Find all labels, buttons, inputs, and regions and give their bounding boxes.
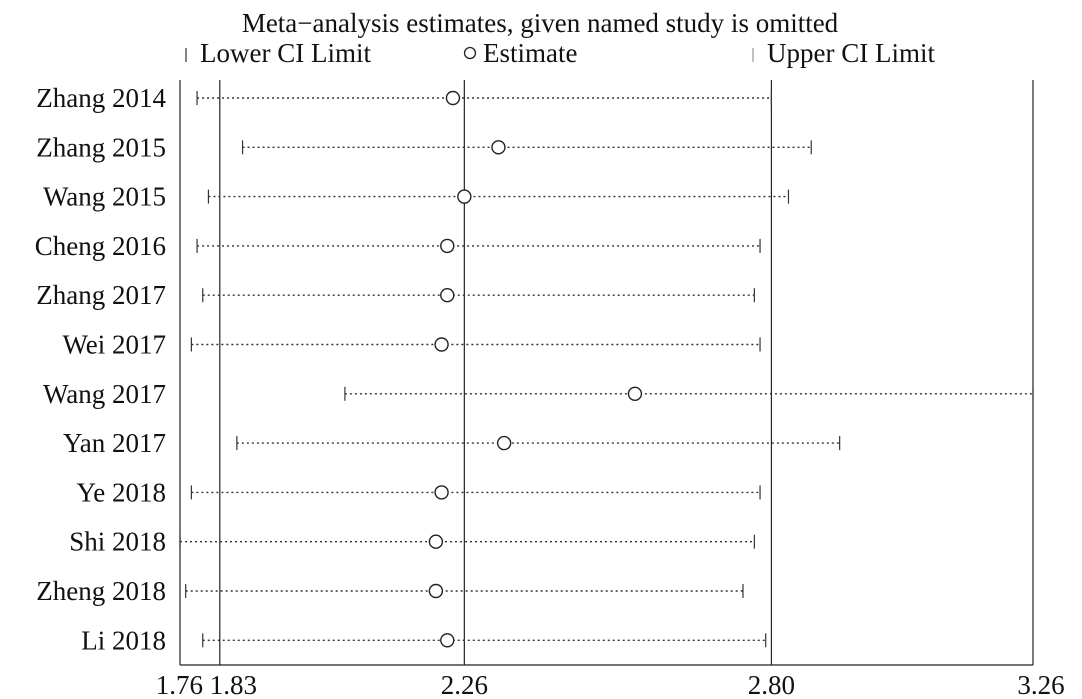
study-rows: Zhang 2014 Zhang 2015 Wang 2015 Cheng 2016 Z… [35,83,1034,655]
study-row: Zhang 2014 [36,83,773,113]
study-label: Zhang 2017 [36,280,166,310]
study-row: Li 2018 [81,625,767,655]
estimate-marker [440,288,455,303]
study-label: Li 2018 [81,625,166,655]
study-label: Wei 2017 [62,330,166,360]
study-label: Cheng 2016 [35,231,166,261]
study-label: Ye 2018 [76,477,166,507]
chart-title: Meta−analysis estimates, given named stu… [242,8,839,38]
study-row: Zhang 2015 [36,132,812,162]
x-tick-label: 2.80 [748,670,795,699]
estimate-marker [428,583,444,599]
study-row: Yan 2017 [63,428,841,458]
study-row: Ye 2018 [76,477,761,507]
study-row: Wang 2015 [43,182,790,212]
estimate-marker [440,238,455,254]
x-axis: 1.76 1.83 2.26 2.80 3.26 [156,80,1065,699]
study-row: Cheng 2016 [35,231,761,261]
estimate-marker [496,435,512,451]
estimate-marker [434,485,449,500]
legend-estimate-label: Estimate [483,38,577,68]
x-tick-label: 1.76 [156,670,203,699]
x-tick-label: 3.26 [1017,670,1064,699]
study-label: Shi 2018 [69,527,166,557]
estimate-marker [491,140,506,155]
study-row: Zheng 2018 [36,576,744,606]
study-row: Wei 2017 [62,330,761,360]
study-label: Zhang 2015 [36,132,166,162]
legend: Lower CI Limit Estimate Upper CI Limit [185,38,935,68]
study-label: Zhang 2014 [36,83,166,113]
study-label: Wang 2015 [43,182,166,212]
study-row: Shi 2018 [69,527,755,557]
study-label: Wang 2017 [43,379,166,409]
legend-estimate-marker [463,46,477,60]
reference-lines [219,80,773,665]
estimate-marker [440,633,455,648]
study-label: Yan 2017 [63,428,166,458]
estimate-marker [428,534,444,549]
study-row: Wang 2017 [43,379,1034,409]
study-label: Zheng 2018 [36,576,166,606]
x-tick-label: 1.83 [210,670,257,699]
legend-upper-label: Upper CI Limit [767,38,935,68]
estimate-marker [457,189,472,204]
study-row: Zhang 2017 [36,280,755,310]
estimate-marker [627,386,643,401]
estimate-marker [434,337,449,352]
x-tick-label: 2.26 [441,670,488,699]
legend-lower-label: Lower CI Limit [200,38,371,68]
estimate-marker [445,90,461,106]
